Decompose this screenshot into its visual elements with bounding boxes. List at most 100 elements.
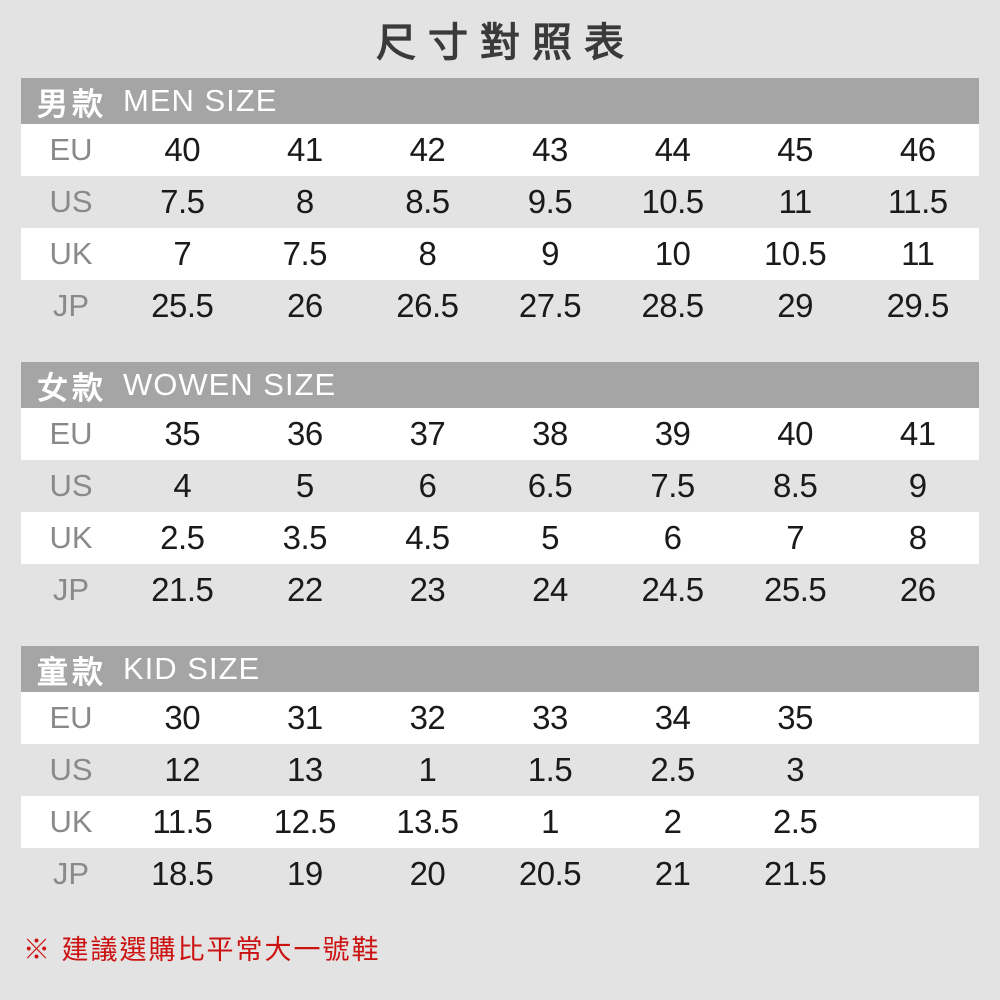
section-title-zh: 男款 [37,86,107,122]
size-value: 9 [541,235,559,272]
size-value: 10 [654,235,691,272]
size-value: 8 [418,235,437,272]
row-label: US [49,752,93,787]
size-value: 10.5 [764,235,827,272]
size-value: 42 [409,131,446,168]
size-value: 25.5 [764,571,827,608]
size-value: 25.5 [151,287,214,324]
size-value: 24.5 [641,571,704,608]
size-value: 43 [532,131,568,168]
size-value: 33 [532,699,568,736]
section-title-zh: 童款 [37,654,107,690]
size-value: 12.5 [273,803,337,840]
size-value: 11.5 [887,183,948,220]
size-value: 26 [899,571,936,608]
table-row: EU 40 41 42 43 44 45 46 [21,124,979,176]
size-value: 1.5 [527,751,573,788]
size-value: 29 [777,287,813,324]
size-value: 6.5 [527,467,573,504]
row-label: JP [52,856,90,891]
section-title-en: MEN SIZE [123,83,278,118]
size-value: 3.5 [282,519,328,556]
size-value: 4.5 [405,519,450,556]
row-label: UK [49,236,93,271]
row-label: JP [52,288,90,323]
table-row: EU 35 36 37 38 39 40 41 [21,408,979,460]
size-section: 男款 MEN SIZE EU 40 41 42 43 44 45 46 US 7.5 8 8.5 9.5… [21,78,979,332]
sections-container: 男款 MEN SIZE EU 40 41 42 43 44 45 46 US 7.5 8 8.5 9.5… [21,78,979,900]
row-label: UK [49,520,93,555]
size-value: 7 [786,519,805,556]
size-value: 2.5 [772,803,818,840]
footnote: ※ 建議選購比平常大一號鞋 [23,935,381,965]
size-value: 46 [899,131,936,168]
size-value: 39 [654,415,691,452]
size-value: 7.5 [282,235,328,272]
size-value: 12 [164,751,201,788]
size-value: 11 [778,183,813,220]
size-value: 18.5 [151,855,214,892]
size-value: 11.5 [152,803,213,840]
size-value: 40 [777,415,813,452]
size-value: 27.5 [518,287,582,324]
size-value: 8.5 [772,467,818,504]
size-value: 9 [908,467,927,504]
size-value: 41 [286,131,323,168]
table-row: EU 30 31 32 33 34 35 [21,692,979,744]
size-value: 13.5 [396,803,459,840]
size-value: 35 [164,415,201,452]
size-value: 2 [663,803,682,840]
section-rows: EU 35 36 37 38 39 40 41 US 4 5 6 6.5 7.5 8.5 9 UK 2.5 3.5 4… [21,408,979,616]
section-header: 男款 MEN SIZE [21,78,979,124]
size-value: 11 [901,235,935,272]
size-value: 41 [899,415,936,452]
section-title-zh: 女款 [37,370,107,406]
size-section: 童款 KID SIZE EU 30 31 32 33 34 35 US 12 13 1 1.5 2.5 3… [21,646,979,900]
table-row: UK 7 7.5 8 9 10 10.5 11 [21,228,979,280]
size-value: 8.5 [405,183,450,220]
size-value: 24 [532,571,568,608]
size-value: 45 [777,131,813,168]
size-value: 32 [409,699,446,736]
row-label: EU [49,700,93,735]
size-value: 8 [295,183,314,220]
section-rows: EU 40 41 42 43 44 45 46 US 7.5 8 8.5 9.5 10.5 11 11.5 UK… [21,124,979,332]
table-row: US 12 13 1 1.5 2.5 3 [21,744,979,796]
size-value: 26.5 [396,287,459,324]
size-value: 26 [286,287,323,324]
size-value: 5 [295,467,314,504]
table-row: US 7.5 8 8.5 9.5 10.5 11 11.5 [21,176,979,228]
size-value: 29.5 [886,287,950,324]
size-value: 2.5 [650,751,695,788]
page-title: 尺寸對照表 [376,21,636,65]
section-title-en: WOWEN SIZE [123,367,337,402]
size-value: 38 [532,415,568,452]
size-value: 5 [541,519,559,556]
size-value: 40 [164,131,201,168]
size-value: 3 [786,751,805,788]
size-value: 21.5 [151,571,214,608]
size-value: 7.5 [160,183,205,220]
size-value: 2.5 [160,519,205,556]
size-value: 37 [409,415,446,452]
size-value: 44 [654,131,691,168]
section-title-en: KID SIZE [123,651,261,686]
size-value: 31 [286,699,323,736]
row-label: UK [49,804,93,839]
size-value: 23 [409,571,446,608]
size-value: 1 [418,751,437,788]
size-value: 8 [908,519,927,556]
table-row: US 4 5 6 6.5 7.5 8.5 9 [21,460,979,512]
size-value: 7.5 [650,467,695,504]
row-label: US [49,184,93,219]
size-value: 7 [173,235,192,272]
row-label: US [49,468,93,503]
size-value: 6 [418,467,437,504]
row-label: JP [52,572,90,607]
size-value: 21 [654,855,691,892]
section-header: 女款 WOWEN SIZE [21,362,979,408]
table-row: JP 25.5 26 26.5 27.5 28.5 29 29.5 [21,280,979,332]
size-value: 34 [654,699,691,736]
table-row: JP 21.5 22 23 24 24.5 25.5 26 [21,564,979,616]
